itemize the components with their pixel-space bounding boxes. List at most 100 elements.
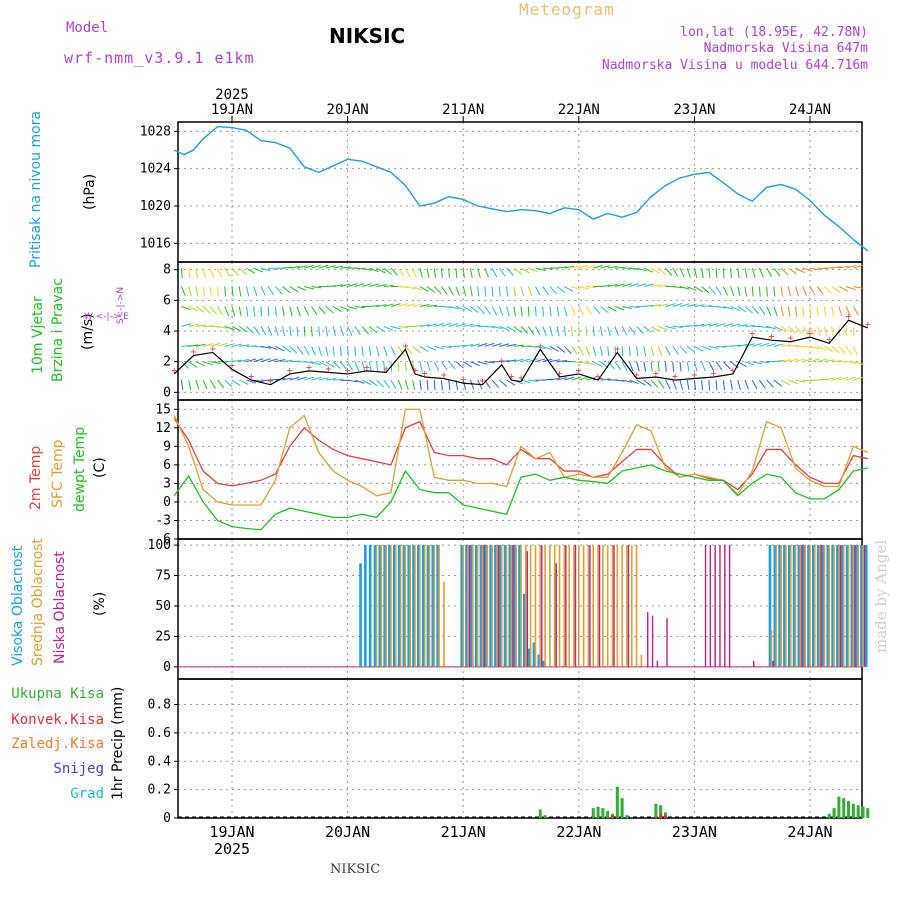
x-date-top: 22JAN xyxy=(558,102,600,118)
wind-barb xyxy=(180,286,186,296)
wind-barb xyxy=(462,379,467,390)
wind-barb xyxy=(636,326,644,334)
wind-barb xyxy=(853,376,864,381)
wind-barb xyxy=(303,346,310,356)
wind-barb xyxy=(607,326,611,337)
wind-barb xyxy=(448,305,459,310)
wind-barb xyxy=(571,306,576,316)
cloud-high-bar xyxy=(426,545,430,667)
wind-barb xyxy=(730,323,741,327)
wind-barb xyxy=(390,267,399,276)
wind-barb xyxy=(339,346,342,357)
wind-barb xyxy=(831,306,835,317)
wind-barb xyxy=(419,379,422,391)
x-year-top: 2025 xyxy=(215,87,249,103)
wind-barb xyxy=(506,359,517,363)
wind-barb xyxy=(708,268,711,279)
wind-barb xyxy=(607,265,618,269)
cloud-high-bar xyxy=(368,545,372,667)
wind-barb xyxy=(585,264,596,269)
wind-barb xyxy=(701,305,712,307)
wind-barb xyxy=(658,303,669,307)
wind-barb xyxy=(253,306,256,317)
cloud-low-bar xyxy=(526,551,529,667)
wind-barb xyxy=(571,326,573,337)
wind-barb xyxy=(816,306,819,317)
wind-barb xyxy=(419,268,423,278)
wind-barb xyxy=(701,323,712,327)
wind-barb xyxy=(506,306,510,317)
wind-barb xyxy=(477,286,480,297)
wind-barb xyxy=(571,265,582,269)
wind-barb xyxy=(723,323,734,327)
wind-barb xyxy=(245,306,249,317)
wind-barb xyxy=(332,326,337,337)
wind-barb xyxy=(527,326,535,335)
wind-barb xyxy=(759,325,770,329)
wind-barb xyxy=(622,283,632,288)
wind-barb xyxy=(181,305,192,311)
wind-barb xyxy=(404,267,411,278)
wind-barb xyxy=(831,286,841,293)
cloud-low-bar xyxy=(589,545,591,667)
cloud-high-bar xyxy=(855,545,858,667)
wind-barb xyxy=(289,265,300,269)
wind-barb xyxy=(253,267,264,273)
wind-barb xyxy=(296,326,299,337)
wind-barb xyxy=(383,303,394,307)
wind-barb xyxy=(441,322,452,327)
wind-barb xyxy=(231,267,239,276)
wind-barb xyxy=(484,361,495,364)
wind-barb xyxy=(817,267,828,270)
wind-barb xyxy=(759,306,766,316)
cloud-high-bar xyxy=(532,642,536,667)
wind-barb xyxy=(773,306,778,317)
wind-barb xyxy=(224,267,231,277)
wind-barb xyxy=(311,286,322,289)
wind-barb xyxy=(780,286,783,297)
wind-barb xyxy=(722,380,726,391)
wind-barb xyxy=(708,361,714,371)
wind-barb xyxy=(354,305,365,309)
cloud-mid-bar xyxy=(491,545,493,667)
wind-gust-marker: + xyxy=(479,376,485,387)
cloud-high-bar xyxy=(826,545,830,667)
cloud-mid-bar xyxy=(814,545,816,667)
wind-barb xyxy=(578,306,584,316)
wind-barb xyxy=(701,268,704,279)
wind-barb xyxy=(744,361,755,366)
wind-barb xyxy=(520,306,523,317)
wind-barb xyxy=(491,286,494,297)
wind-barb xyxy=(188,344,199,347)
cloud-high-bar xyxy=(860,545,863,667)
y-tick-label: 0.2 xyxy=(148,783,171,798)
wind-barb xyxy=(636,283,647,288)
wind-barb xyxy=(318,361,328,367)
wind-barb xyxy=(419,304,430,307)
wind-barb xyxy=(448,380,451,391)
cloud-mid-bar xyxy=(611,545,614,667)
wind-barb xyxy=(564,265,575,269)
wind-barb xyxy=(578,346,584,356)
wind-barb xyxy=(470,361,480,367)
wind-barb xyxy=(260,267,271,272)
wind-barb xyxy=(824,345,834,353)
wind-barb xyxy=(629,379,639,385)
cloud-mid-bar xyxy=(404,545,407,667)
cloud-high-bar xyxy=(840,545,844,667)
wind-barb xyxy=(282,359,293,363)
x-date-top: 23JAN xyxy=(673,102,715,118)
coords-label: lon,lat (18.95E, 42.78N) xyxy=(680,25,868,40)
wind-barb xyxy=(730,268,732,279)
wind-barb xyxy=(759,379,766,389)
wind-barb xyxy=(361,283,372,288)
wind-barb xyxy=(628,361,634,372)
wind-barb xyxy=(759,361,770,364)
wind-barb xyxy=(390,379,397,389)
y-tick-label: 0 xyxy=(163,811,171,826)
wind-barb xyxy=(390,346,396,356)
wind-barb xyxy=(824,377,835,381)
wind-barb xyxy=(239,379,249,385)
wind-barb xyxy=(181,361,190,369)
y-tick-label: -6 xyxy=(155,532,171,547)
